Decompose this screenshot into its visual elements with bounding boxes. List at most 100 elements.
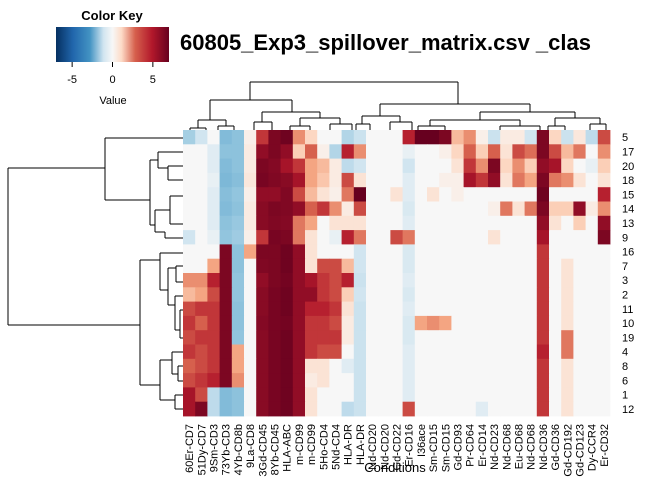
heatmap-cell [585, 230, 599, 245]
heatmap-cell [536, 301, 550, 317]
heatmap-cell [475, 387, 489, 403]
heatmap-cell [268, 172, 281, 188]
heatmap-cell [231, 330, 245, 345]
heatmap-cell [536, 187, 550, 202]
heatmap-cell [195, 401, 208, 417]
heatmap-cell [390, 258, 403, 274]
heatmap-cell [353, 401, 367, 417]
heatmap-cell [366, 387, 379, 403]
column-label: 4Yb-CD8b [233, 424, 245, 475]
heatmap-cell [183, 315, 196, 331]
heatmap-cell [512, 244, 525, 260]
heatmap-cell [585, 244, 599, 260]
heatmap-cell [561, 373, 574, 388]
heatmap-cell [500, 215, 513, 231]
column-label: 5Nd-CD4 [331, 424, 343, 470]
heatmap-cell [280, 387, 294, 403]
heatmap-cell [561, 330, 574, 345]
column-label: 9La-CD8 [245, 424, 257, 468]
heatmap-cell [317, 387, 330, 403]
heatmap-cell [378, 130, 391, 145]
heatmap-cell [549, 287, 562, 302]
heatmap-cell [561, 358, 574, 374]
heatmap-cell [256, 230, 269, 245]
heatmap-cell [378, 301, 391, 317]
heatmap-cell [597, 244, 611, 260]
heatmap-cell [280, 130, 294, 145]
heatmap-cell [231, 344, 245, 360]
heatmap-cell [195, 172, 208, 188]
heatmap-cell [353, 315, 367, 331]
heatmap-cell [427, 330, 440, 345]
heatmap-cell [573, 358, 586, 374]
heatmap-cell [414, 187, 428, 202]
heatmap-cell [195, 287, 208, 302]
heatmap-cell [341, 344, 355, 360]
heatmap-cell [549, 301, 562, 317]
heatmap-cell [268, 330, 281, 345]
heatmap-cell [305, 201, 318, 217]
column-label: Nd-CD68 [501, 424, 513, 470]
heatmap-cell [317, 172, 330, 188]
heatmap-cell [573, 130, 586, 145]
heatmap-cell [585, 401, 599, 417]
heatmap-cell [512, 130, 525, 145]
heatmap-cell [500, 387, 513, 403]
heatmap-cell [524, 230, 538, 245]
heatmap-cell [341, 201, 355, 217]
heatmap-cell [500, 258, 513, 274]
row-label: 13 [622, 218, 634, 230]
heatmap-cell [317, 315, 330, 331]
heatmap-cell [305, 158, 318, 174]
column-labels: 60Er-CD7 51Dy-CD7 9Sm-CD3 73Yb-CD3 4Yb-CD8b 9… [184, 424, 611, 477]
heatmap-cell [268, 215, 281, 231]
heatmap-cell [414, 373, 428, 388]
row-label: 18 [622, 175, 634, 187]
row-label: 4 [622, 347, 628, 359]
heatmap-cell [219, 315, 233, 331]
heatmap-cell [305, 387, 318, 403]
heatmap-cell [475, 144, 489, 159]
heatmap-cell [414, 287, 428, 302]
heatmap-cell [280, 187, 294, 202]
heatmap-cell [353, 187, 367, 202]
heatmap-cell [488, 201, 501, 217]
heatmap-cell [561, 230, 574, 245]
heatmap-cell [390, 330, 403, 345]
heatmap-cell [353, 201, 367, 217]
heatmap-cell [439, 401, 452, 417]
heatmap-cell [414, 158, 428, 174]
heatmap-cell [341, 273, 355, 288]
color-key-title: Color Key [81, 8, 143, 23]
heatmap-cell [317, 187, 330, 202]
heatmap-cell [536, 144, 550, 159]
heatmap-cell [219, 144, 233, 159]
heatmap-cell [341, 244, 355, 260]
heatmap-cell [231, 130, 245, 145]
heatmap-cell [183, 201, 196, 217]
heatmap-cell [512, 344, 525, 360]
heatmap-cell [219, 287, 233, 302]
heatmap-cell [317, 287, 330, 302]
heatmap-cell [561, 273, 574, 288]
column-label: Nd-CD20 [379, 424, 391, 470]
heatmap-cell [317, 273, 330, 288]
heatmap-cell [378, 358, 391, 374]
heatmap-cell [219, 358, 233, 374]
heatmap-cell [244, 144, 257, 159]
heatmap-cell [195, 215, 208, 231]
heatmap-cell [317, 144, 330, 159]
heatmap-cell [183, 130, 196, 145]
heatmap-cell [366, 315, 379, 331]
heatmap-cell [536, 201, 550, 217]
heatmap-cell [439, 230, 452, 245]
heatmap-cell [536, 273, 550, 288]
column-label: 9Sm-CD3 [209, 424, 221, 472]
x-axis-label: Conditions [364, 460, 426, 475]
heatmap-cell [463, 344, 477, 360]
heatmap-cell [317, 373, 330, 388]
heatmap-cell [512, 258, 525, 274]
column-label: 8Yb-CD45 [270, 424, 282, 475]
heatmap-cell [402, 301, 416, 317]
